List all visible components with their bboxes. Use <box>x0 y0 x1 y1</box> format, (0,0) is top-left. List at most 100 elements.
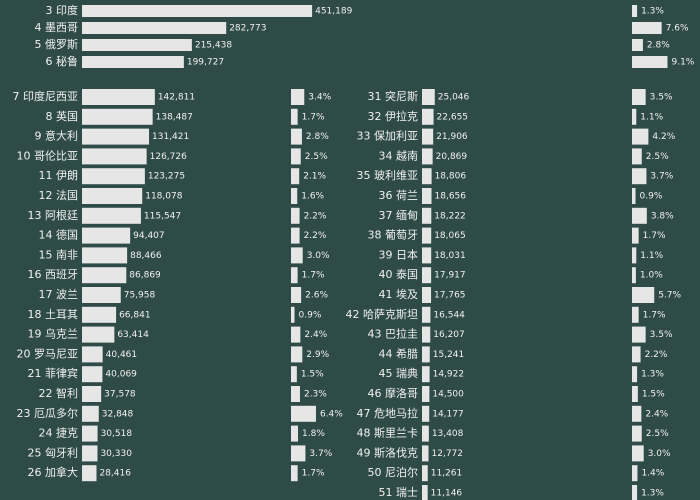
country: 波兰 <box>56 288 78 301</box>
bar <box>422 445 429 462</box>
share-bar <box>632 346 641 363</box>
share-label: 1.1% <box>640 112 663 122</box>
country: 埃及 <box>396 287 418 301</box>
rank: 13 <box>28 209 42 222</box>
share-label: 1.3% <box>641 370 664 380</box>
value-label: 40,069 <box>105 370 137 380</box>
bar <box>82 287 121 303</box>
country: 印度 <box>56 3 78 17</box>
country: 德国 <box>56 228 78 242</box>
share-label: 3.0% <box>648 449 671 459</box>
bar <box>422 108 434 125</box>
rank: 20 <box>17 347 31 360</box>
row-label: 10 哥伦比亚 <box>17 148 79 162</box>
value-label: 21,906 <box>436 132 468 142</box>
rank: 8 <box>46 110 53 123</box>
bar <box>82 168 145 185</box>
bar <box>422 425 429 442</box>
bar <box>422 287 432 303</box>
bar <box>422 207 432 224</box>
share-bar <box>632 247 637 264</box>
bar <box>422 247 432 264</box>
rank: 26 <box>28 466 42 479</box>
share-label: 2.5% <box>646 152 669 162</box>
rank: 9 <box>35 130 42 143</box>
bar <box>422 227 432 244</box>
country: 印度尼西亚 <box>23 89 78 103</box>
share-bar <box>291 306 295 323</box>
country: 土耳其 <box>45 308 78 321</box>
bar <box>82 425 98 442</box>
value-label: 18,031 <box>434 251 466 261</box>
share-label: 2.1% <box>303 172 326 182</box>
bar <box>422 386 430 402</box>
rank: 18 <box>28 308 42 321</box>
share-bar <box>291 128 302 145</box>
country: 西班牙 <box>45 268 78 281</box>
bar <box>82 306 117 323</box>
bar <box>422 89 435 105</box>
row-label: 23 厄瓜多尔 <box>17 406 79 420</box>
share-label: 3.7% <box>309 449 332 459</box>
bar <box>422 366 430 383</box>
share-bar <box>291 386 300 402</box>
bar <box>422 306 431 323</box>
rank: 51 <box>379 486 393 499</box>
rank: 44 <box>379 347 393 360</box>
share-bar <box>632 22 662 34</box>
value-label: 11,261 <box>431 469 463 479</box>
bar <box>422 346 430 363</box>
share-bar <box>632 188 636 204</box>
share-label: 3.5% <box>650 330 673 340</box>
value-label: 18,806 <box>435 172 467 182</box>
value-label: 94,407 <box>133 231 165 241</box>
share-label: 2.3% <box>304 390 327 400</box>
share-bar <box>632 425 642 442</box>
share-bar <box>291 346 303 363</box>
share-label: 4.2% <box>652 132 675 142</box>
country: 哈萨克斯坦 <box>363 307 418 321</box>
row-label: 7 印度尼西亚 <box>13 89 79 103</box>
share-label: 7.6% <box>666 24 689 34</box>
rank: 36 <box>379 189 393 202</box>
country: 越南 <box>396 148 418 162</box>
rank: 11 <box>39 169 53 182</box>
share-label: 1.5% <box>642 390 665 400</box>
country: 厄瓜多尔 <box>34 406 78 420</box>
value-label: 142,811 <box>158 93 195 103</box>
country: 匈牙利 <box>45 445 78 459</box>
row-label: 17 波兰 <box>39 288 79 301</box>
share-label: 0.9% <box>640 192 663 202</box>
value-label: 14,922 <box>433 370 465 380</box>
value-label: 40,461 <box>106 350 137 360</box>
share-bar <box>291 247 303 264</box>
value-label: 11,146 <box>431 489 463 499</box>
share-bar <box>291 89 305 105</box>
rank: 40 <box>379 268 393 281</box>
rank: 49 <box>357 446 371 459</box>
share-bar <box>291 366 297 383</box>
rank: 5 <box>35 38 42 51</box>
rank: 24 <box>39 427 53 440</box>
rank: 16 <box>28 268 42 281</box>
value-label: 88,466 <box>130 251 162 261</box>
row-label: 3 印度 <box>46 3 79 17</box>
bar <box>422 267 432 284</box>
country: 捷克 <box>56 426 78 440</box>
value-label: 199,727 <box>187 58 224 68</box>
share-label: 1.1% <box>640 251 663 261</box>
share-label: 3.7% <box>650 172 673 182</box>
share-label: 5.7% <box>658 291 681 301</box>
bar <box>422 326 431 343</box>
row-label: 40 泰国 <box>379 267 419 281</box>
value-label: 14,500 <box>432 390 464 400</box>
country: 保加利亚 <box>374 129 418 143</box>
share-label: 2.6% <box>305 291 328 301</box>
country: 突尼斯 <box>385 89 418 103</box>
share-bar <box>632 306 639 323</box>
country: 斯洛伐克 <box>374 445 418 459</box>
country: 阿根廷 <box>45 208 78 222</box>
country: 加拿大 <box>45 465 78 479</box>
rank: 48 <box>357 427 371 440</box>
